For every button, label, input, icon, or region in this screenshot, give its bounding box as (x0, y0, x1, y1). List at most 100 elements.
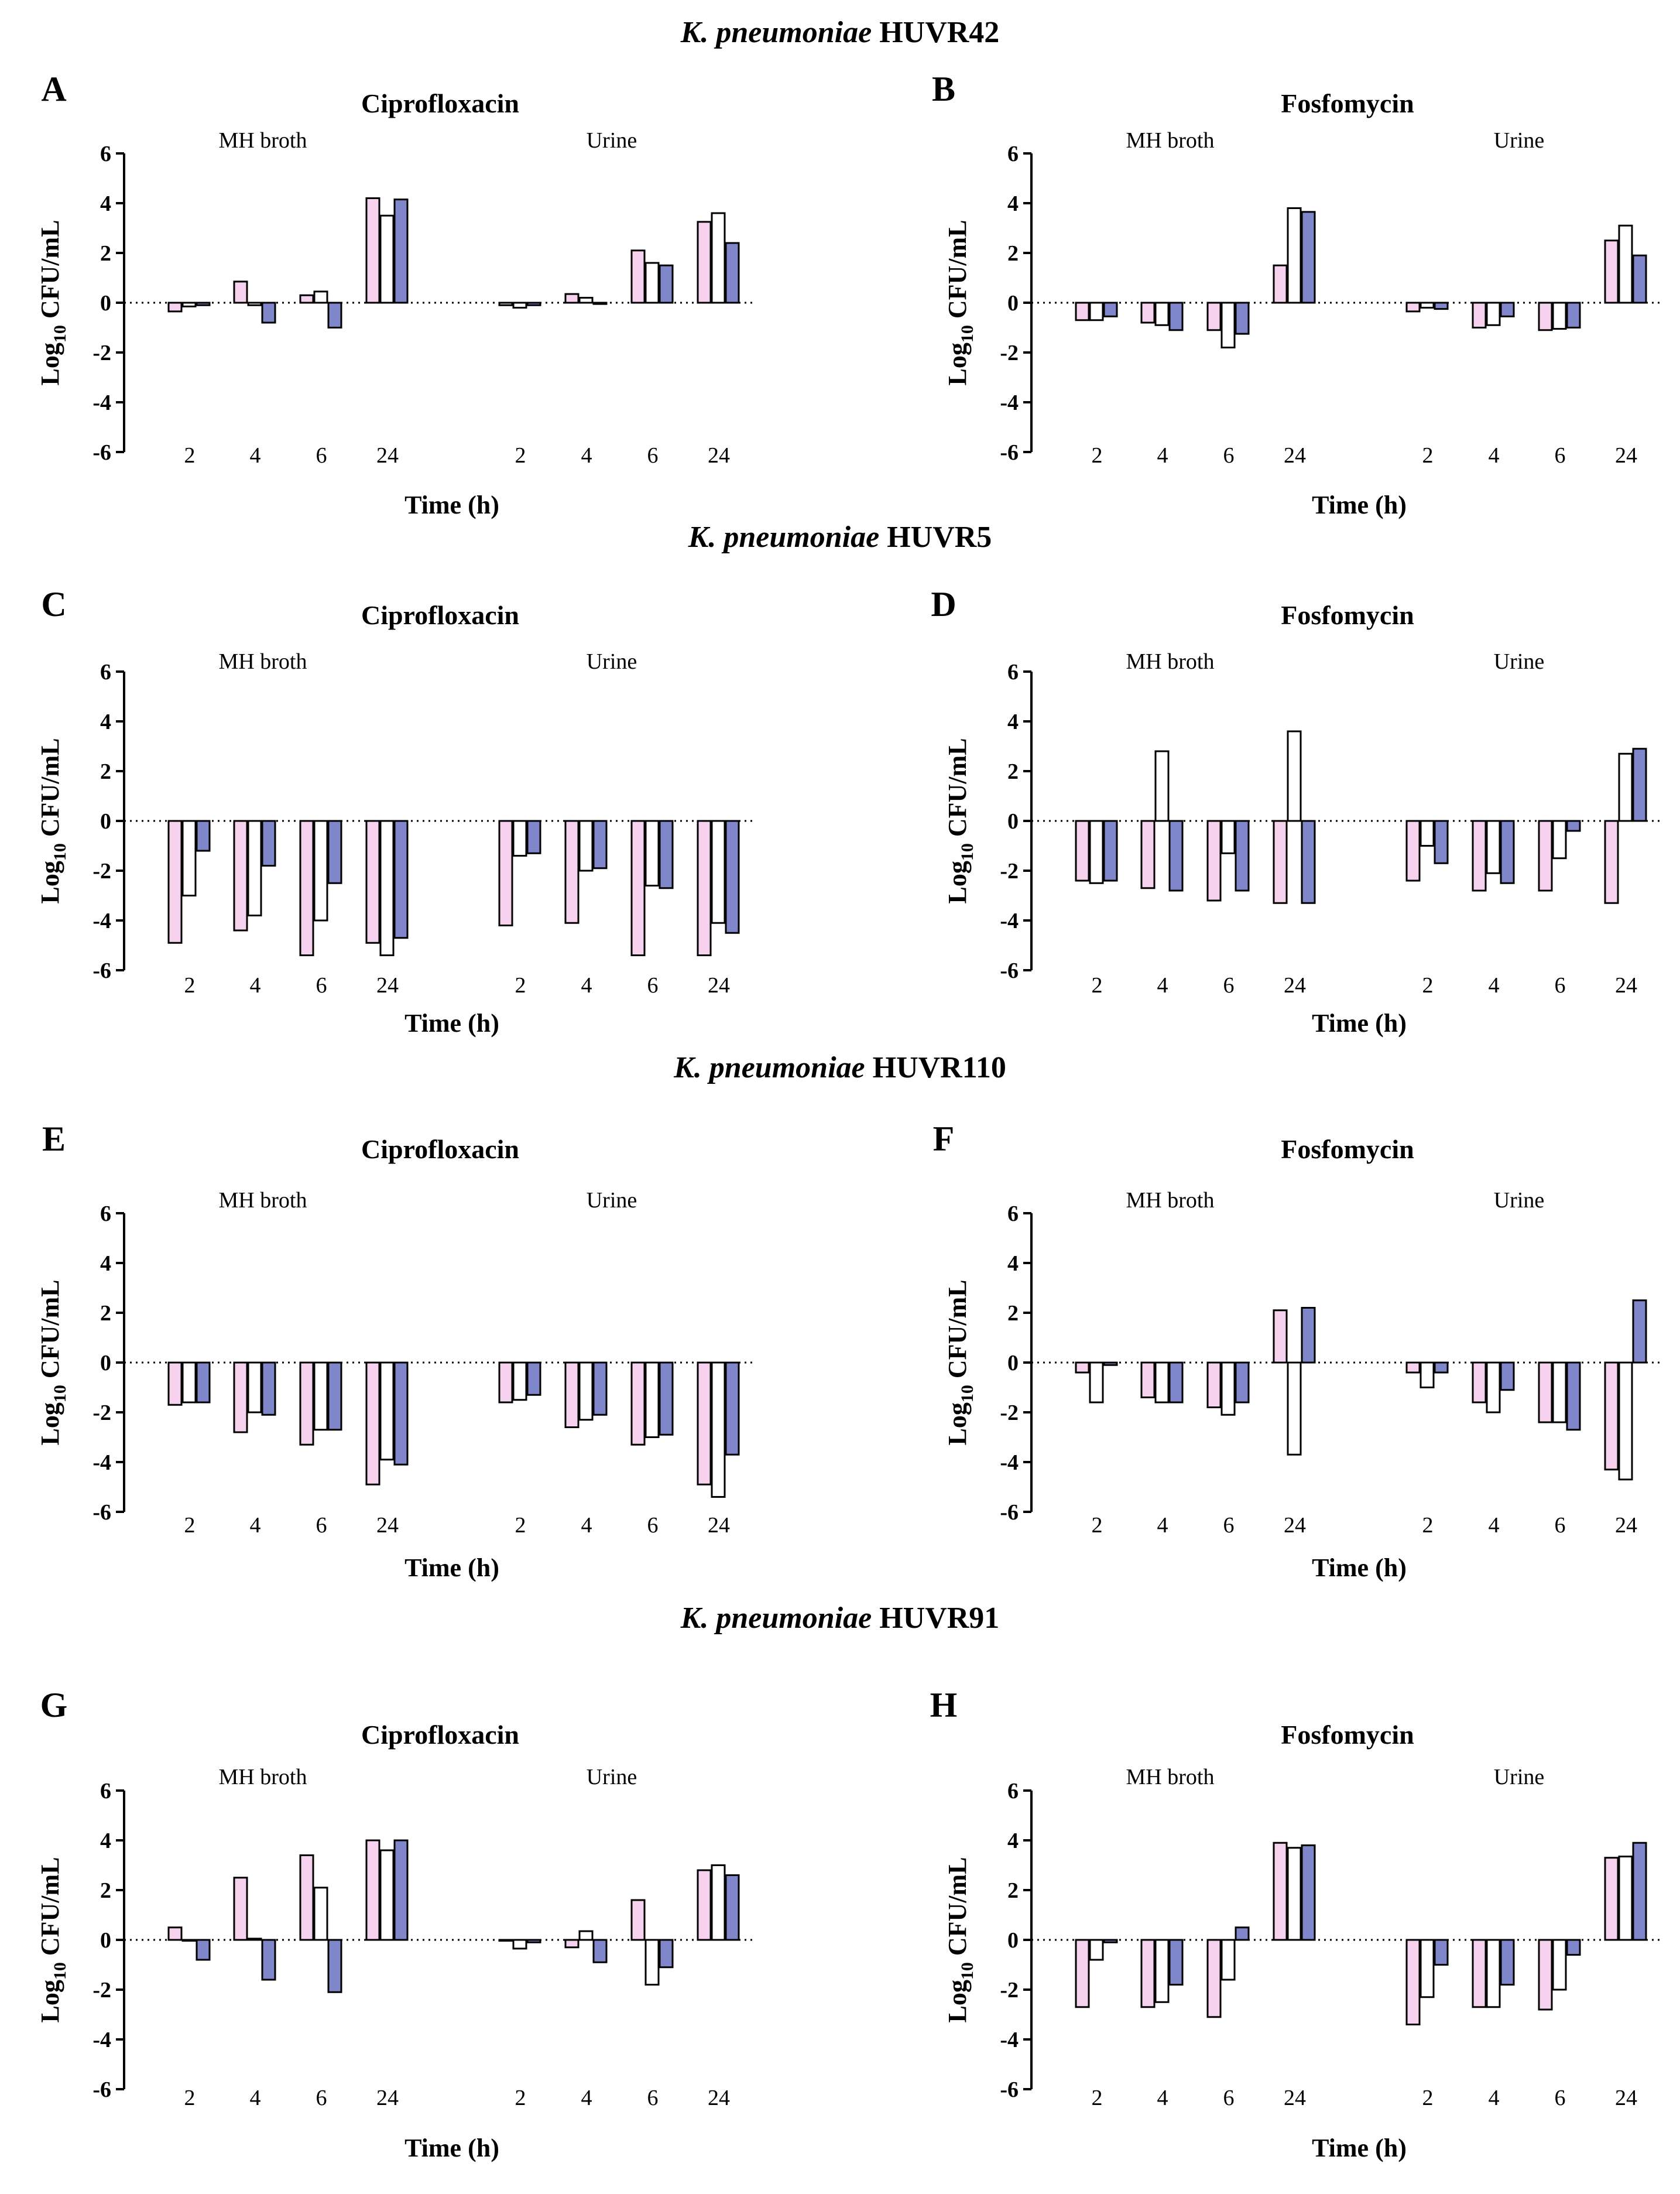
x-tick-label: 2 (1092, 443, 1103, 468)
bar-f-mh-2h-s2 (1089, 1361, 1104, 1404)
group-label: MH broth (219, 1188, 307, 1213)
bar-c-urine-24h-s3 (725, 820, 740, 934)
y-label-rest: CFU/mL (36, 1279, 64, 1385)
panel-e: E Ciprofloxacin MH broth Urine 6 4 2 0 -2 -4 -6 Log… (36, 1120, 756, 1582)
bar-e-mh-2h-s1 (167, 1361, 183, 1406)
bar-d-urine-24h-s1 (1604, 820, 1619, 904)
bar-c-urine-4h-s3 (592, 820, 608, 870)
y-label-rest: CFU/mL (943, 1279, 972, 1385)
group-label: MH broth (219, 1765, 307, 1789)
y-tick-label: -2 (92, 1978, 111, 2003)
x-tick-label: 2 (1092, 1513, 1103, 1538)
y-tick-label: 2 (100, 1301, 111, 1326)
panel-a: A Ciprofloxacin MH broth Urine 6 4 2 0 -2 -4 -6 Log… (36, 70, 756, 519)
bar-a-mh-4h-s2 (247, 302, 262, 306)
bar-f-urine-6h-s3 (1566, 1361, 1581, 1431)
y-label-subscript: 10 (958, 843, 977, 861)
x-tick-label: 6 (1555, 2086, 1566, 2110)
bar-c-mh-24h-s1 (365, 820, 380, 944)
bar-d-urine-24h-s3 (1632, 748, 1647, 822)
x-axis-label: Time (h) (404, 491, 499, 519)
bar-d-mh-2h-s3 (1103, 820, 1118, 882)
bar-h-urine-4h-s2 (1486, 1939, 1501, 2008)
bar-b-mh-4h-s2 (1154, 302, 1170, 326)
group-label: Urine (1494, 128, 1545, 153)
bar-c-urine-6h-s1 (630, 820, 646, 956)
x-tick-label: 6 (1223, 973, 1235, 998)
x-tick-label: 24 (376, 2086, 399, 2110)
y-axis-label: Log10 CFU/mL (36, 738, 70, 903)
x-tick-label: 24 (708, 2086, 730, 2110)
strain-header-3: K. pneumoniae HUVR110 (673, 1051, 1006, 1084)
panel-title: Fosfomycin (1281, 600, 1414, 630)
bar-a-urine-4h-s3 (592, 302, 608, 305)
bar-e-urine-4h-s1 (564, 1361, 580, 1428)
bar-d-mh-4h-s1 (1140, 820, 1156, 889)
y-tick-label: -2 (92, 1401, 111, 1425)
y-tick-label: 4 (1007, 1829, 1019, 1853)
bar-g-mh-24h-s3 (393, 1839, 409, 1941)
y-axis-label: Log10 CFU/mL (943, 220, 977, 385)
y-tick-label: -4 (92, 2028, 111, 2052)
x-tick-label: 6 (1223, 443, 1235, 468)
bar-f-mh-24h-s1 (1273, 1309, 1288, 1364)
bar-d-mh-24h-s1 (1273, 820, 1288, 904)
y-label-base: Log (943, 861, 972, 903)
bar-h-mh-6h-s1 (1206, 1939, 1222, 2018)
x-tick-label: 4 (250, 443, 261, 468)
bar-c-mh-4h-s1 (233, 820, 248, 932)
bar-f-urine-6h-s1 (1538, 1361, 1553, 1423)
bar-g-urine-6h-s1 (630, 1899, 646, 1941)
bar-b-urine-4h-s2 (1486, 302, 1501, 326)
x-tick-label: 4 (1489, 1513, 1500, 1538)
bar-a-urine-2h-s1 (498, 302, 513, 306)
bar-b-urine-6h-s3 (1566, 302, 1581, 328)
bar-e-urine-2h-s1 (498, 1361, 513, 1404)
y-label-rest: CFU/mL (943, 220, 972, 325)
x-tick-label: 24 (708, 973, 730, 998)
bar-d-urine-4h-s3 (1500, 820, 1515, 884)
y-tick-label: -2 (92, 859, 111, 884)
bar-e-urine-6h-s2 (644, 1361, 660, 1438)
bar-a-urine-6h-s3 (659, 264, 674, 304)
bar-d-mh-2h-s2 (1089, 820, 1104, 884)
group-label: Urine (587, 649, 637, 674)
y-tick-label: 2 (1007, 1301, 1019, 1326)
bar-g-urine-24h-s3 (725, 1874, 740, 1941)
group-label: Urine (587, 1765, 637, 1789)
panel-title: Ciprofloxacin (361, 88, 519, 118)
panel-title: Fosfomycin (1281, 88, 1414, 118)
bar-d-mh-4h-s3 (1168, 820, 1184, 892)
bar-c-mh-24h-s3 (393, 820, 409, 939)
y-tick-label: 0 (1007, 291, 1019, 316)
bar-g-mh-4h-s1 (233, 1877, 248, 1941)
y-tick-label: 6 (1007, 1779, 1019, 1803)
bar-h-mh-24h-s1 (1273, 1842, 1288, 1941)
y-label-subscript: 10 (958, 1962, 977, 1980)
y-tick-label: -6 (1000, 2077, 1019, 2102)
bar-b-urine-4h-s3 (1500, 302, 1515, 317)
y-tick-label: 0 (1007, 809, 1019, 834)
panel-letter: G (40, 1686, 68, 1724)
x-tick-label: 4 (1157, 2086, 1168, 2110)
y-tick-label: 0 (100, 1928, 111, 1953)
group-label: MH broth (219, 649, 307, 674)
x-tick-label: 24 (1284, 1513, 1306, 1538)
bar-d-urine-4h-s1 (1472, 820, 1487, 892)
x-tick-label: 24 (708, 1513, 730, 1538)
y-label-base: Log (36, 1980, 64, 2022)
bar-g-urine-6h-s3 (659, 1939, 674, 1969)
x-tick-label: 24 (376, 1513, 399, 1538)
y-tick-label: -2 (92, 341, 111, 365)
panel-letter: H (930, 1686, 958, 1724)
strain-species: K. pneumoniae (680, 16, 872, 49)
bar-f-mh-6h-s3 (1235, 1361, 1250, 1404)
bar-b-mh-6h-s2 (1220, 302, 1236, 348)
bar-f-urine-4h-s1 (1472, 1361, 1487, 1404)
y-tick-label: 0 (1007, 1351, 1019, 1375)
y-tick-label: -2 (1000, 341, 1019, 365)
bar-e-urine-24h-s1 (697, 1361, 712, 1486)
y-tick-label: -4 (1000, 1450, 1019, 1475)
x-tick-label: 2 (184, 973, 196, 998)
y-tick-label: 6 (1007, 142, 1019, 166)
